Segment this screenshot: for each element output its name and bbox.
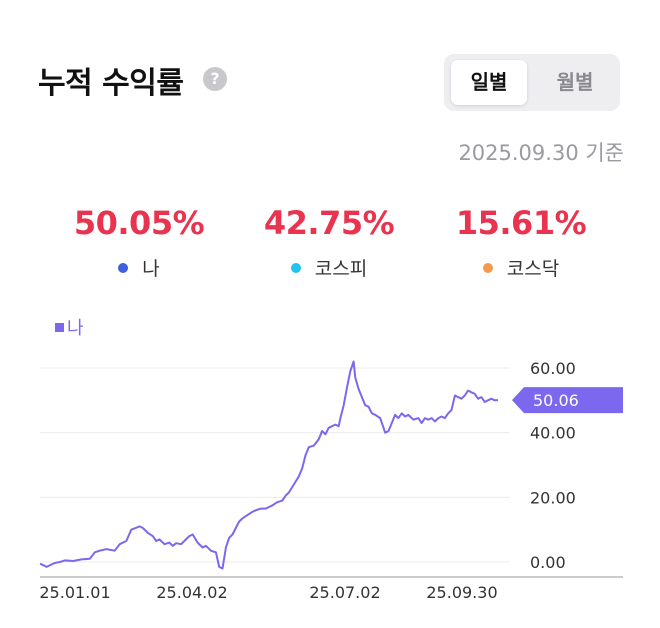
help-icon[interactable]: ? [203,67,227,91]
page-title: 누적 수익률 [38,66,184,101]
stat-me: 50.05% 나 [49,204,229,281]
stat-label: 코스닥 [506,258,560,280]
x-tick-label: 25.09.30 [426,583,497,602]
x-tick-label: 25.04.02 [156,583,227,602]
y-tick-label: 20.00 [530,488,576,507]
legend-dot-icon [118,263,129,273]
y-tick-label: 60.00 [530,359,576,378]
stat-kospi: 42.75% 코스피 [239,204,419,281]
current-value-tag: 50.06 [512,387,623,414]
toggle-daily-button[interactable]: 일별 [451,60,527,105]
stat-value: 42.75% [263,204,395,242]
y-tick-label: 40.00 [530,424,576,443]
period-toggle: 일별 월별 [444,54,620,111]
legend-square-icon [55,323,64,332]
stat-label: 나 [142,258,160,280]
current-value-label: 50.06 [533,391,579,410]
series-line [39,360,499,570]
x-tick-label: 25.01.01 [39,583,110,602]
as-of-date: 2025.09.30 기준 [458,141,624,165]
legend-dot-icon [290,263,301,273]
legend-dot-icon [482,263,493,273]
stat-value: 15.61% [455,204,587,242]
legend-label: 나 [67,318,84,339]
stat-label: 코스피 [314,258,368,280]
stat-value: 50.05% [73,204,205,242]
stat-kosdaq: 15.61% 코스닥 [431,204,611,281]
toggle-monthly-button[interactable]: 월별 [556,70,594,94]
y-tick-label: 0.00 [530,553,566,572]
x-tick-label: 25.07.02 [309,583,380,602]
